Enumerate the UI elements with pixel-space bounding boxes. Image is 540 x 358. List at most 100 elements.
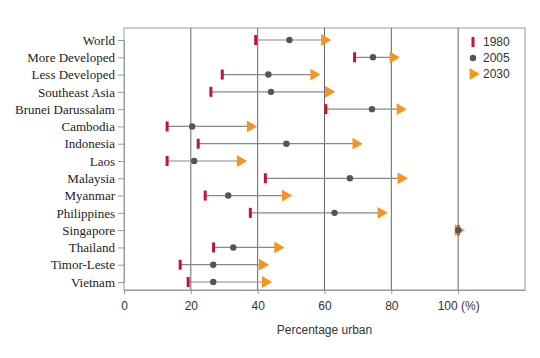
connector <box>167 126 250 127</box>
point <box>347 175 353 181</box>
y-tick-mark <box>118 161 124 162</box>
point <box>268 89 274 95</box>
connector <box>188 281 265 282</box>
point <box>331 210 337 216</box>
point <box>197 139 200 149</box>
legend-symbol <box>470 68 480 80</box>
legend-item: 1980 <box>472 35 511 49</box>
connector <box>180 264 262 265</box>
point <box>455 224 465 236</box>
y-tick: World <box>83 33 124 48</box>
point <box>210 262 216 268</box>
legend: 1980 2005 2030 <box>470 35 510 81</box>
x-tick-mark <box>458 290 459 294</box>
point <box>210 279 216 285</box>
point <box>254 35 257 45</box>
grid-line <box>458 28 459 290</box>
y-tick: Southeast Asia <box>38 85 124 100</box>
point <box>325 86 335 98</box>
connector <box>214 247 278 248</box>
legend-item: 2030 <box>470 67 510 81</box>
connector <box>326 109 400 110</box>
point <box>390 51 400 63</box>
point <box>212 242 215 252</box>
y-tick: Indonesia <box>64 136 124 151</box>
legend-label: 2030 <box>483 67 510 81</box>
point <box>378 207 388 219</box>
point <box>369 106 375 112</box>
grid-line <box>190 28 191 290</box>
y-tick-mark <box>118 230 124 231</box>
y-tick: Myanmar <box>64 188 124 203</box>
point <box>370 54 376 60</box>
x-tick: 0 <box>121 290 128 313</box>
point <box>353 52 356 62</box>
y-axis: World More Developed Less Developed Southea… <box>15 33 125 290</box>
y-tick-mark <box>118 265 124 266</box>
y-tick: More Developed <box>27 50 124 65</box>
y-tick: Thailand <box>69 240 124 255</box>
point <box>321 34 331 46</box>
y-tick-mark <box>118 213 124 214</box>
x-tick: 40 <box>251 290 265 313</box>
y-tick-label: Indonesia <box>64 136 115 151</box>
x-tick-label: 0 <box>121 299 128 313</box>
point <box>247 121 257 133</box>
point <box>282 190 292 202</box>
connector <box>205 195 285 196</box>
y-tick-label: Timor-Leste <box>51 257 115 272</box>
x-tick-label: 20 <box>185 299 199 313</box>
point <box>264 173 267 183</box>
series-circle <box>189 37 461 285</box>
y-tick-mark <box>118 178 124 179</box>
y-tick: Less Developed <box>32 67 124 82</box>
point <box>191 158 197 164</box>
grid-line <box>391 28 392 290</box>
y-tick-label: Philippines <box>56 206 115 221</box>
connector <box>167 160 240 161</box>
legend-symbol <box>472 37 475 47</box>
y-tick-mark <box>118 126 124 127</box>
y-tick: Timor-Leste <box>51 257 124 272</box>
y-tick: Malaysia <box>67 171 124 186</box>
legend-label: 1980 <box>483 35 510 49</box>
point <box>230 244 236 250</box>
y-tick-mark <box>118 109 124 110</box>
point <box>225 192 231 198</box>
x-tick: 20 <box>185 290 199 313</box>
point <box>204 191 207 201</box>
point <box>166 156 169 166</box>
x-tick-mark <box>325 290 326 294</box>
y-tick-label: Brunei Darussalam <box>15 102 115 117</box>
grid <box>0 0 458 290</box>
y-tick-label: Less Developed <box>32 67 116 82</box>
y-axis-line <box>124 41 125 283</box>
y-tick-mark <box>118 92 124 93</box>
connector <box>250 212 381 213</box>
chart: 020406080100 (%)Percentage urbanWorldMor… <box>0 0 540 358</box>
connector <box>198 143 356 144</box>
point <box>455 227 461 233</box>
y-tick-mark <box>118 282 124 283</box>
plot-frame <box>124 28 525 290</box>
point <box>274 242 284 254</box>
grid-line <box>324 28 325 290</box>
marks <box>166 34 465 288</box>
point <box>237 155 247 167</box>
point <box>262 276 272 288</box>
grid-line <box>257 28 258 290</box>
y-tick-label: More Developed <box>27 50 115 65</box>
x-tick: 100 (%) <box>438 290 480 313</box>
connector <box>265 178 401 179</box>
x-tick-label: 60 <box>318 299 332 313</box>
x-tick-mark <box>191 290 192 294</box>
point <box>283 141 289 147</box>
point <box>259 259 269 271</box>
y-tick-label: Vietnam <box>71 275 115 290</box>
point <box>249 208 252 218</box>
legend-item: 2005 <box>470 51 510 65</box>
y-tick: Laos <box>90 154 124 169</box>
x-tick-label: 80 <box>385 299 399 313</box>
x-tick-mark <box>391 290 392 294</box>
x-axis: 0 20 40 60 80 100 (%) <box>121 290 525 313</box>
